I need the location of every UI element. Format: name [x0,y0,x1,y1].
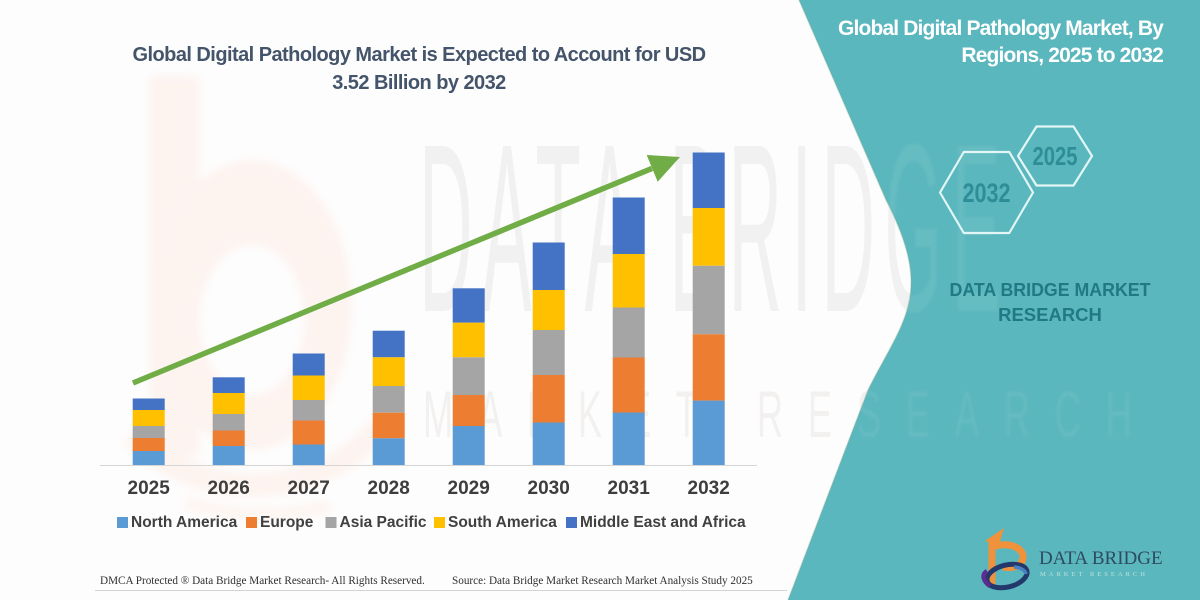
svg-text:MARKET RESEARCH: MARKET RESEARCH [1040,571,1148,578]
svg-text:RESEARCH: RESEARCH [998,304,1102,325]
svg-text:2030: 2030 [528,478,570,499]
svg-text:DATA BRIDGE: DATA BRIDGE [1039,548,1163,569]
svg-text:Asia Pacific: Asia Pacific [340,514,427,531]
svg-text:2029: 2029 [448,478,490,499]
svg-text:North America: North America [131,514,238,531]
svg-text:Source: Data Bridge Market Res: Source: Data Bridge Market Research Mark… [452,575,753,587]
svg-text:2032: 2032 [688,478,730,499]
svg-text:Middle East and Africa: Middle East and Africa [580,514,746,531]
svg-text:Regions, 2025 to 2032: Regions, 2025 to 2032 [961,44,1163,67]
svg-text:2025: 2025 [1033,141,1078,171]
svg-text:2032: 2032 [963,178,1011,208]
svg-text:Global Digital Pathology Marke: Global Digital Pathology Market, By [838,17,1164,40]
svg-text:2025: 2025 [128,478,171,499]
svg-text:DATA BRIDGE MARKET: DATA BRIDGE MARKET [950,279,1152,300]
svg-text:3.52 Billion by 2032: 3.52 Billion by 2032 [332,72,506,94]
svg-text:2031: 2031 [608,478,651,499]
svg-text:South America: South America [448,514,557,531]
svg-text:Global Digital Pathology Marke: Global Digital Pathology Market is Expec… [132,44,705,66]
svg-text:2028: 2028 [368,478,410,499]
svg-text:DMCA Protected ® Data Bridge M: DMCA Protected ® Data Bridge Market Rese… [100,575,425,587]
svg-text:2027: 2027 [288,478,330,499]
svg-text:Europe: Europe [260,514,314,531]
svg-text:2026: 2026 [208,478,250,499]
